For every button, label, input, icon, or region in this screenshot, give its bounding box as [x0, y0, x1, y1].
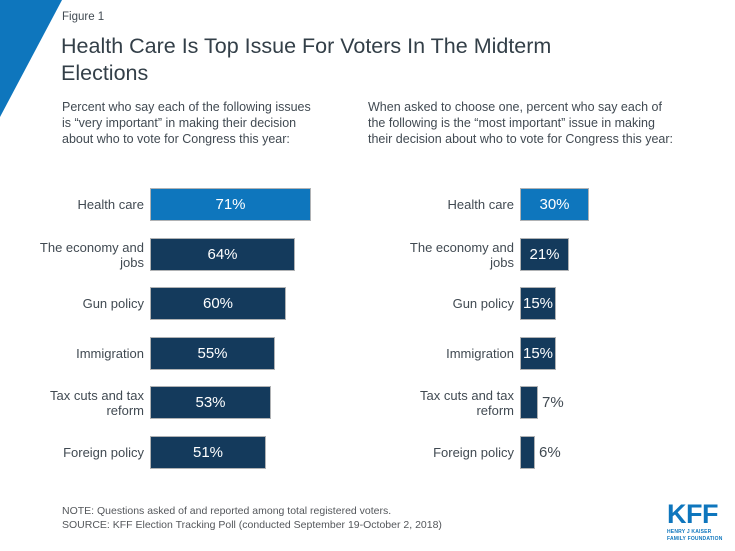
chart-row: Health care 71% [24, 188, 311, 221]
chart-row: Immigration 55% [24, 337, 275, 370]
bar-value-label: 21% [529, 246, 560, 263]
kff-logo-text: KFF [667, 499, 718, 529]
category-label: Tax cuts and tax reform [420, 387, 514, 418]
kff-corner-accent-triangle [0, 0, 62, 117]
bar-value-label: 15% [522, 345, 554, 362]
kff-logo-subtext-line2: FAMILY FOUNDATION [667, 536, 723, 542]
category-label: Foreign policy [63, 445, 144, 460]
chart-row: Foreign policy 51% [24, 436, 266, 469]
chart-row: Gun policy 15% [394, 287, 556, 320]
bar-immigration: 15% [520, 337, 556, 370]
bar-the-economy-and-jobs: 64% [150, 238, 295, 271]
category-label: Gun policy [452, 296, 514, 311]
category-label: Tax cuts and tax reform [50, 387, 144, 418]
chart-row: The economy and jobs 21% [394, 238, 569, 271]
figure-title: Health Care Is Top Issue For Voters In T… [61, 34, 552, 85]
category-label: Foreign policy [433, 445, 514, 460]
category-label: Health care [447, 197, 514, 212]
bar-gun-policy: 15% [520, 287, 556, 320]
category-label: The economy and jobs [39, 239, 144, 270]
right-chart-subtitle: When asked to choose one, percent who sa… [368, 100, 674, 146]
bar-value-label: 71% [215, 196, 246, 213]
chart-row: Tax cuts and tax reform 7% [394, 386, 564, 419]
source-text: SOURCE: KFF Election Tracking Poll (cond… [62, 518, 442, 531]
bar-value-label: 55% [197, 345, 228, 362]
chart-row: Immigration 15% [394, 337, 556, 370]
category-label: Immigration [446, 346, 514, 361]
chart-row: The economy and jobs 64% [24, 238, 295, 271]
bar-value-label: 15% [522, 295, 554, 312]
footnotes: NOTE: Questions asked of and reported am… [62, 505, 442, 532]
bar-foreign-policy [520, 436, 535, 469]
category-label: The economy and jobs [409, 239, 514, 270]
most-important-bar-chart: Health care 30% The economy and jobs 21% Gun… [394, 188, 730, 470]
bar-value-label: 64% [207, 246, 238, 263]
bar-the-economy-and-jobs: 21% [520, 238, 569, 271]
note-text: NOTE: Questions asked of and reported am… [62, 505, 392, 517]
bar-gun-policy: 60% [150, 287, 286, 320]
bar-immigration: 55% [150, 337, 275, 370]
bar-value-label: 30% [539, 196, 570, 213]
bar-tax-cuts-and-tax-reform [520, 386, 538, 419]
kff-logo-subtext-line1: HENRY J KAISER [667, 529, 712, 535]
category-label: Health care [77, 197, 144, 212]
chart-row: Gun policy 60% [24, 287, 286, 320]
bar-value-label: 60% [202, 295, 234, 312]
left-chart-subtitle: Percent who say each of the following is… [62, 100, 311, 146]
bar-health-care: 71% [150, 188, 311, 221]
bar-value-label: 53% [195, 394, 226, 411]
bar-value-label: 51% [192, 444, 224, 461]
kff-logo: KFF HENRY J KAISER FAMILY FOUNDATION [667, 499, 731, 543]
very-important-bar-chart: Health care 71% The economy and jobs 64% Gun… [24, 188, 360, 470]
bar-tax-cuts-and-tax-reform: 53% [150, 386, 271, 419]
bar-value-label: 7% [542, 394, 564, 411]
chart-row: Tax cuts and tax reform 53% [24, 386, 271, 419]
bar-value-label: 6% [539, 444, 561, 461]
bar-health-care: 30% [520, 188, 589, 221]
chart-row: Health care 30% [394, 188, 589, 221]
figure-label: Figure 1 [62, 11, 105, 23]
bar-foreign-policy: 51% [150, 436, 266, 469]
category-label: Gun policy [82, 296, 144, 311]
chart-row: Foreign policy 6% [394, 436, 561, 469]
category-label: Immigration [76, 346, 144, 361]
